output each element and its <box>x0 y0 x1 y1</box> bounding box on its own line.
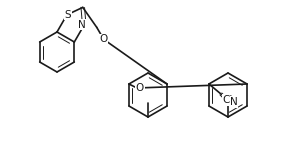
Text: N: N <box>78 20 86 30</box>
Text: N: N <box>230 97 238 107</box>
Text: O: O <box>100 34 108 44</box>
Text: Cl: Cl <box>223 95 233 105</box>
Text: O: O <box>136 83 144 93</box>
Text: S: S <box>65 10 71 20</box>
